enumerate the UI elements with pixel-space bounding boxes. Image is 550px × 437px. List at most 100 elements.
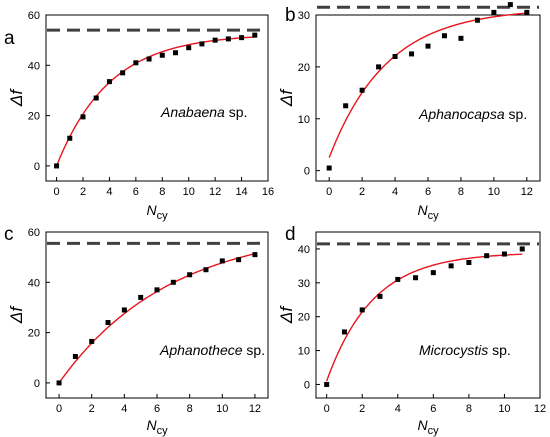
data-point [54,163,60,169]
x-tick-label: 12 [521,186,533,198]
x-axis-label: Ncy [417,202,439,222]
x-tick-label: 12 [534,403,546,415]
y-tick-label: 0 [34,161,40,173]
data-point [425,43,431,49]
data-point [343,103,349,109]
data-point [173,50,178,56]
y-tick-label: 40 [28,60,40,72]
y-tick-label: 40 [28,277,40,289]
data-point [458,35,464,41]
y-tick-label: 30 [298,278,310,290]
data-point [252,252,258,258]
data-point [519,246,525,252]
data-point [484,253,490,259]
y-axis-label: Δf [277,88,296,107]
plot-frame [45,14,269,182]
x-tick-label: 2 [359,186,365,198]
x-tick-label: 6 [133,186,139,198]
y-axis-label: Δf [7,88,26,107]
data-point [120,70,126,76]
data-point [441,33,447,39]
species-annotation: Microcystis sp. [419,342,511,358]
y-tick-label: 30 [298,10,310,22]
y-tick-label: 60 [28,10,40,22]
data-point [395,276,401,282]
species-annotation: Aphanothece sp. [159,342,265,358]
x-axis-label-main: N [146,202,157,218]
data-point [199,41,205,47]
y-axis-label: Δf [7,305,26,324]
y-tick-label: 20 [298,62,310,74]
data-point [326,165,332,171]
plot-frame [45,231,269,399]
data-point [430,270,436,276]
data-point [89,338,95,344]
species-suffix: sp. [225,104,248,120]
data-point [146,56,152,62]
x-axis-label-main: N [417,202,428,218]
data-point [80,114,86,120]
fit-curve [55,36,255,167]
x-tick-label: 8 [466,403,472,415]
x-tick-label: 6 [430,403,436,415]
panel-d: 0 2 4 6 8 10 12 0 10 20 30 40d Δf Ncy Microcystis sp. [277,224,546,437]
data-point [466,259,472,265]
x-axis-label-sub: cy [157,210,169,222]
x-axis-label: Ncy [417,417,439,437]
data-point [324,381,330,387]
x-tick-label: 10 [498,403,510,415]
data-point [186,45,192,51]
x-axis-label-sub: cy [157,425,169,437]
data-point [138,294,144,300]
species-name: Aphanothece [159,342,243,358]
x-tick-label: 0 [56,403,62,415]
data-point [491,9,497,15]
species-annotation: Aphanocapsa sp. [418,106,527,122]
x-tick-label: 14 [235,186,247,198]
x-axis-label-sub: cy [428,425,440,437]
x-tick-label: 12 [209,186,221,198]
data-point [72,354,78,359]
panel-c: 0 2 4 6 8 10 12 0 20 40 60 c Δf Ncy Aphanothece sp. [4,224,269,437]
y-tick-label: 40 [298,244,310,256]
x-tick-label: 4 [106,186,112,198]
x-axis-label: Ncy [146,202,168,222]
x-tick-label: 6 [425,186,431,198]
x-tick-label: 0 [326,186,332,198]
data-point [236,257,242,263]
x-tick-label: 4 [395,403,401,415]
data-point [187,272,193,278]
y-tick-label: 20 [298,312,310,324]
data-point [376,64,382,70]
plot-frame [315,14,541,182]
x-tick-label: 2 [359,403,365,415]
data-point [359,307,365,313]
data-point [56,380,62,386]
data-point [133,60,139,66]
x-tick-label: 6 [154,403,160,415]
panel-b: 0 2 4 6 8 10 12 0 10 20 30b Δf Ncy Aphanocapsa sp. [277,2,541,222]
y-tick-label: 10 [298,346,310,358]
data-point [501,251,507,257]
species-name: Aphanocapsa [418,106,505,122]
x-tick-label: 8 [159,186,165,198]
data-point [67,135,73,141]
x-axis-label: Ncy [146,417,168,437]
data-point [359,87,365,93]
data-point [203,267,209,273]
data-point [524,9,530,15]
data-point [170,279,176,285]
y-tick-label: 0 [304,166,310,178]
y-tick-label: 20 [28,111,40,123]
data-point [413,275,419,281]
data-point [341,329,347,335]
data-point [252,32,258,38]
y-tick-label: 0 [304,379,310,391]
x-axis-label-main: N [417,417,428,433]
data-point [474,17,480,23]
plot-frame [315,231,541,399]
panel-letter: a [4,28,15,49]
species-suffix: sp. [488,342,511,358]
data-point [106,79,112,85]
